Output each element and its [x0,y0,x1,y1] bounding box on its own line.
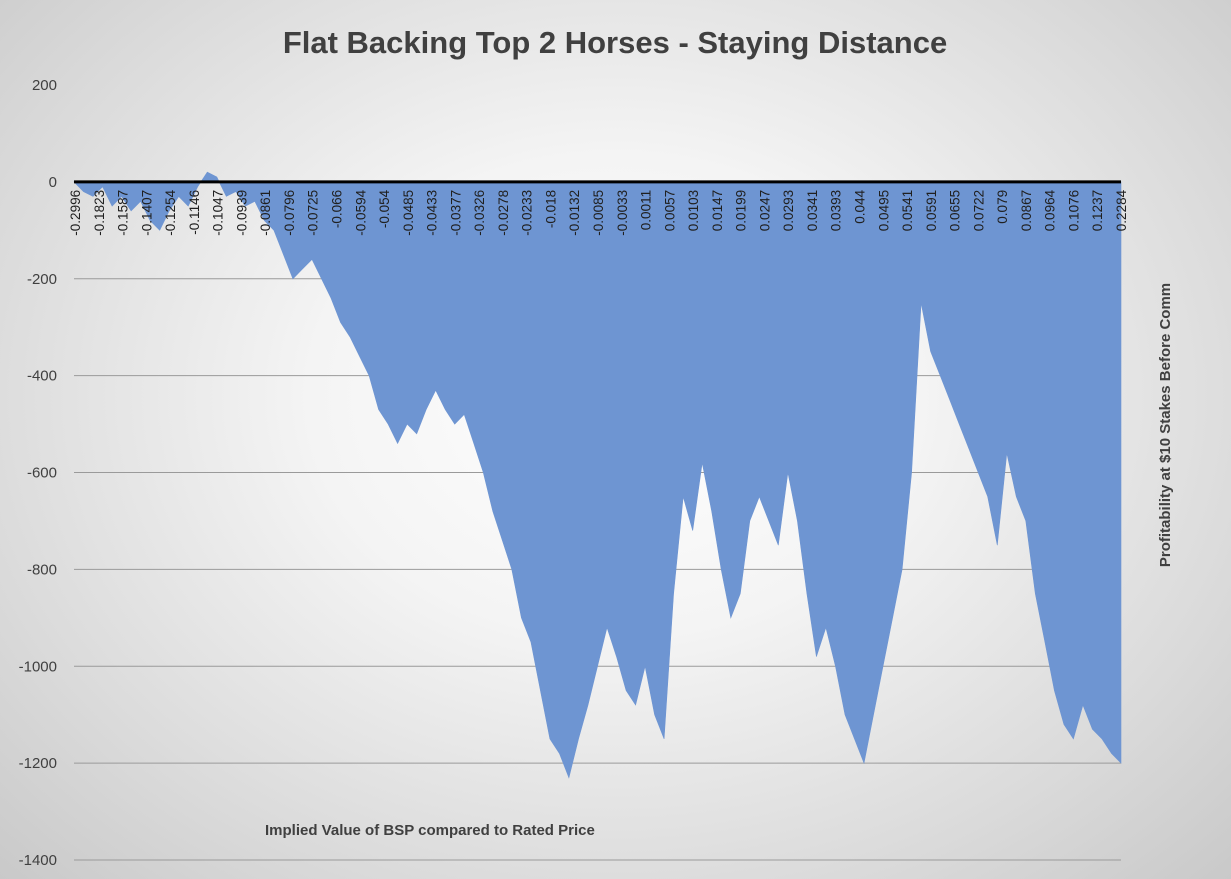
x-tick-label: 0.0964 [1043,189,1058,231]
x-tick-label: 0.0393 [829,190,844,231]
x-tick-label: -0.0085 [591,190,606,236]
x-tick-label: -0.1254 [163,189,178,235]
x-tick-label: -0.2996 [68,190,83,236]
x-tick-label: -0.1407 [139,190,154,236]
x-tick-label: -0.0861 [258,190,273,236]
x-tick-label: 0.0247 [757,190,772,231]
y-tick-label: -800 [27,561,57,578]
x-tick-label: 0.0147 [710,190,725,231]
x-tick-label: -0.0326 [472,190,487,236]
x-tick-label: -0.1823 [92,190,107,236]
x-tick-label: 0.2284 [1114,189,1129,231]
x-tick-label: -0.1047 [211,190,226,236]
y-tick-label: -1000 [19,658,57,675]
x-tick-label: 0.0057 [662,190,677,231]
y-tick-label: 0 [49,174,57,191]
y-tick-label: -1200 [19,755,57,772]
x-tick-label: -0.066 [330,190,345,228]
x-tick-label: -0.0377 [448,190,463,236]
x-tick-label: -0.0132 [567,190,582,236]
area-layer [73,171,1122,779]
y-tick-label: -600 [27,465,57,482]
chart-title: Flat Backing Top 2 Horses - Staying Dist… [283,25,947,60]
x-tick-label: 0.0722 [971,190,986,231]
x-tick-label: 0.0011 [639,190,654,230]
x-tick-label: -0.0278 [496,190,511,236]
series-area [73,171,1122,779]
y-tick-label: 200 [32,77,57,94]
x-tick-label: -0.0233 [520,190,535,236]
x-tick-label: -0.1146 [187,190,202,235]
x-axis-title: Implied Value of BSP compared to Rated P… [265,822,595,839]
x-tick-layer: -0.2996 -0.1823 -0.1587 -0.1407 -0.1254 -0.11… [68,189,1129,235]
x-tick-label: -0.0939 [234,190,249,236]
y-tick-label: -400 [27,368,57,385]
x-tick-label: -0.0033 [615,190,630,236]
x-tick-label: 0.079 [995,190,1010,224]
x-tick-label: 0.044 [853,189,868,223]
x-tick-label: -0.0725 [306,190,321,236]
x-tick-label: 0.0199 [734,190,749,231]
x-tick-label: 0.0293 [781,190,796,231]
x-tick-label: -0.0485 [401,190,416,236]
x-tick-label: -0.018 [544,190,559,228]
x-tick-label: -0.0594 [353,189,368,235]
x-tick-label: -0.054 [377,189,392,228]
x-tick-label: 0.0495 [876,190,891,231]
y-axis-title: Profitability at $10 Stakes Before Comm [1157,283,1174,567]
x-tick-label: 0.0541 [900,190,915,231]
x-tick-label: -0.0433 [425,190,440,236]
x-tick-label: 0.0867 [1019,190,1034,231]
x-tick-label: 0.0591 [924,190,939,231]
x-tick-label: 0.0341 [805,190,820,231]
x-tick-label: 0.1237 [1090,190,1105,231]
x-tick-label: 0.1076 [1067,190,1082,231]
x-tick-label: -0.0796 [282,190,297,236]
y-tick-label: -1400 [19,852,57,869]
x-tick-label: 0.0103 [686,190,701,231]
y-tick-layer: 200 0 -200 -400 -600 -800 -1000 -1200 -1400 [19,77,57,869]
y-tick-label: -200 [27,271,57,288]
x-tick-label: 0.0655 [948,190,963,231]
x-tick-label: -0.1587 [116,190,131,236]
